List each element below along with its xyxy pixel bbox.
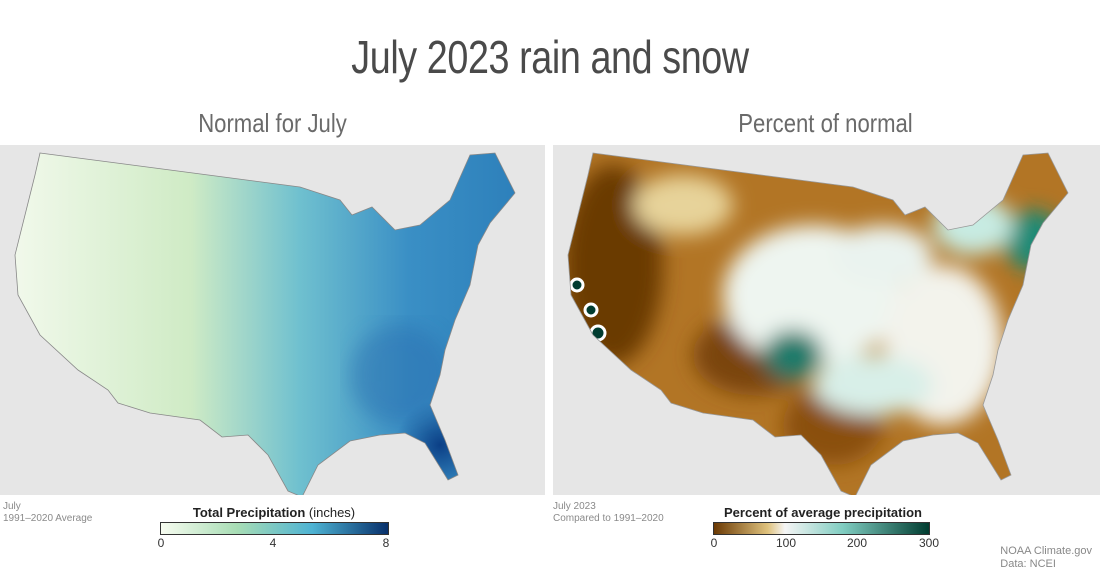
legend-tick: 4 [269,536,277,550]
note-period: July [3,501,21,512]
normal-precipitation-map [0,145,545,498]
left-legend-title: Total Precipitation (inches) [160,505,388,520]
right-note: July 2023 Compared to 1991–2020 [553,501,664,525]
credit-data: Data: NCEI [1000,558,1056,570]
legend-tick: 300 [918,536,940,550]
credit-source: NOAA Climate.gov [1000,545,1092,557]
left-color-scale [160,522,389,535]
note-baseline: Compared to 1991–2020 [553,513,664,524]
left-subtitle: Normal for July [198,108,347,138]
legend-title-unit: (inches) [305,505,356,520]
legend-tick: 100 [775,536,797,550]
left-note: July 1991–2020 Average [3,501,92,525]
note-period: July 2023 [553,501,596,512]
legend-tick: 200 [846,536,868,550]
right-color-scale [713,522,930,535]
main-title: July 2023 rain and snow [351,31,749,83]
legend-title-main: Total Precipitation [192,505,306,520]
note-baseline: 1991–2020 Average [3,513,93,524]
legend-tick: 0 [710,536,718,550]
right-legend-title: Percent of average precipitation [724,505,922,520]
legend-tick: 8 [382,536,390,550]
legend-tick: 0 [157,536,165,550]
credit: NOAA Climate.gov Data: NCEI [1000,545,1092,571]
percent-of-normal-map [553,145,1100,498]
right-subtitle: Percent of normal [738,108,913,138]
